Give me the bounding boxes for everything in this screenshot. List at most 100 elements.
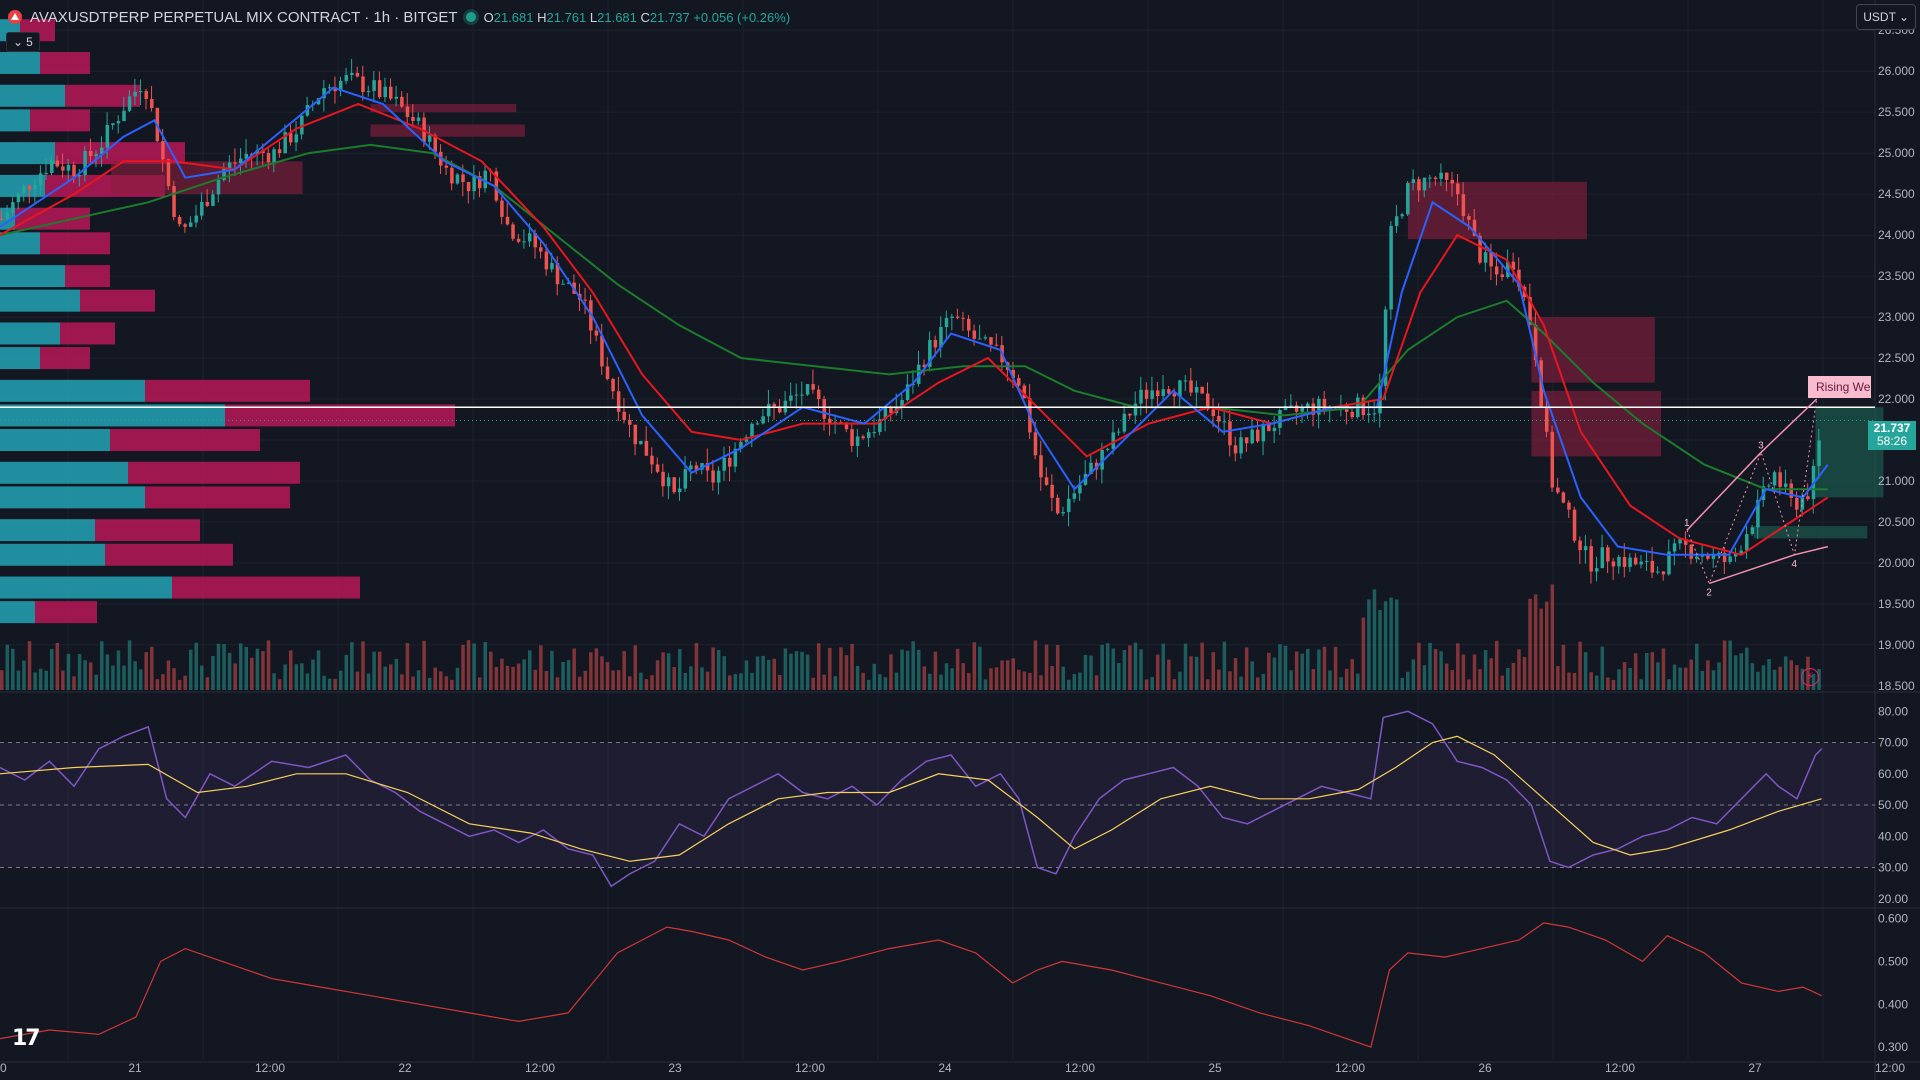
volume-bar [266,640,271,690]
volume-profile-bar-up [0,429,110,452]
volume-bar [594,648,599,690]
candle-body [111,123,115,125]
volume-bar [1061,666,1065,690]
volume-bar [800,651,804,690]
candle-body [850,429,854,446]
candle-body [1433,177,1438,179]
volume-bar [1205,679,1210,690]
volume-bar [1767,659,1771,690]
volume-bar [1133,642,1138,690]
volume-bar [583,670,588,690]
volume-bar [1255,677,1260,690]
candle-body [1633,557,1638,565]
volume-bar [316,650,321,690]
volume-profile-bar-up [0,84,65,107]
volume-bar [1689,659,1693,690]
candle-body [1133,403,1138,416]
candle-body [227,162,232,169]
symbol-title[interactable]: AVAXUSDTPERP PERPETUAL MIX CONTRACT · 1h… [30,8,458,26]
volume-bar [339,670,343,690]
volume-bar [322,675,326,690]
candle-body [472,176,476,192]
candle-body [94,154,98,157]
volume-bar [1817,669,1821,690]
candle-body [1567,502,1571,510]
candle-body [1617,556,1621,567]
volume-bar [177,679,182,690]
volume-profile [0,19,455,624]
rsi-line [0,710,1823,888]
volume-bar [233,663,237,690]
candle-body [739,441,743,449]
tradingview-logo[interactable]: 17 [12,1026,41,1051]
candle-body [1194,386,1199,393]
candle-body [1722,552,1727,562]
candle-body [1261,424,1266,442]
lightning-icon[interactable]: ⚡ [1801,668,1819,686]
volume-bar [394,658,399,690]
volume-bar [194,642,199,690]
volume-bar [678,649,682,690]
volume-bar [1639,679,1643,690]
volume-bar [1300,653,1304,690]
volume-bar [83,660,87,690]
candle-body [1450,179,1455,184]
volume-bar [883,677,888,690]
currency-selector[interactable]: USDT ⌄ [1856,4,1916,30]
volume-bar [144,652,148,690]
candle-body [1500,274,1505,277]
volume-bar [1706,660,1710,690]
volume-bar [1595,675,1599,690]
candle-body [1011,369,1015,379]
volume-bar [1105,643,1110,690]
collapse-indicators-button[interactable]: ⌄ 5 [6,32,40,52]
volume-bar [455,667,460,690]
candle-body [961,317,965,319]
volume-bar [550,650,554,690]
volume-bar [372,651,376,690]
volume-bar [288,650,293,690]
candle-body [733,448,738,467]
volume-bar [1044,644,1049,690]
candle-body [889,407,893,413]
candle-body [1622,556,1627,567]
pattern-label[interactable]: Rising We [1808,376,1871,398]
candle-body [1178,380,1182,397]
ema-mid-line [0,102,1829,556]
candle-body [1211,409,1216,417]
volume-profile-bar-up [0,289,80,312]
volume-bar [500,658,504,690]
candle-body [1050,484,1054,498]
rising-wedge: 12345 [1684,387,1828,598]
candle-body [533,233,538,248]
volume-bar [1250,661,1254,690]
candle-body [1078,484,1082,494]
demand-zone [1753,526,1868,539]
chart-header: AVAXUSDTPERP PERPETUAL MIX CONTRACT · 1h… [8,6,790,28]
candle-body [828,418,832,424]
candle-body [1372,413,1377,415]
candle-body [494,171,499,201]
volume-bar [627,676,632,690]
candle-body [539,247,543,252]
rsi-axis-label: 60.00 [1878,767,1908,781]
candle-body [1278,410,1282,428]
volume-bar [639,672,643,690]
volume-bar [1572,672,1577,690]
volume-profile-bar-up [0,461,128,484]
volume-bar [1183,643,1188,690]
change-value: +0.056 (+0.26%) [693,9,791,25]
volume-bar [1017,669,1021,690]
supply-zone [370,103,517,113]
candle-body [1239,437,1243,454]
volume-bar [1322,646,1327,690]
volume-bars [0,584,1821,690]
volume-bar [450,679,454,690]
candle-body [1800,496,1805,510]
volume-bar [1606,677,1610,690]
candle-body [939,327,943,348]
volume-bar [939,674,943,690]
candle-body [655,464,660,472]
candle-body [66,164,71,171]
